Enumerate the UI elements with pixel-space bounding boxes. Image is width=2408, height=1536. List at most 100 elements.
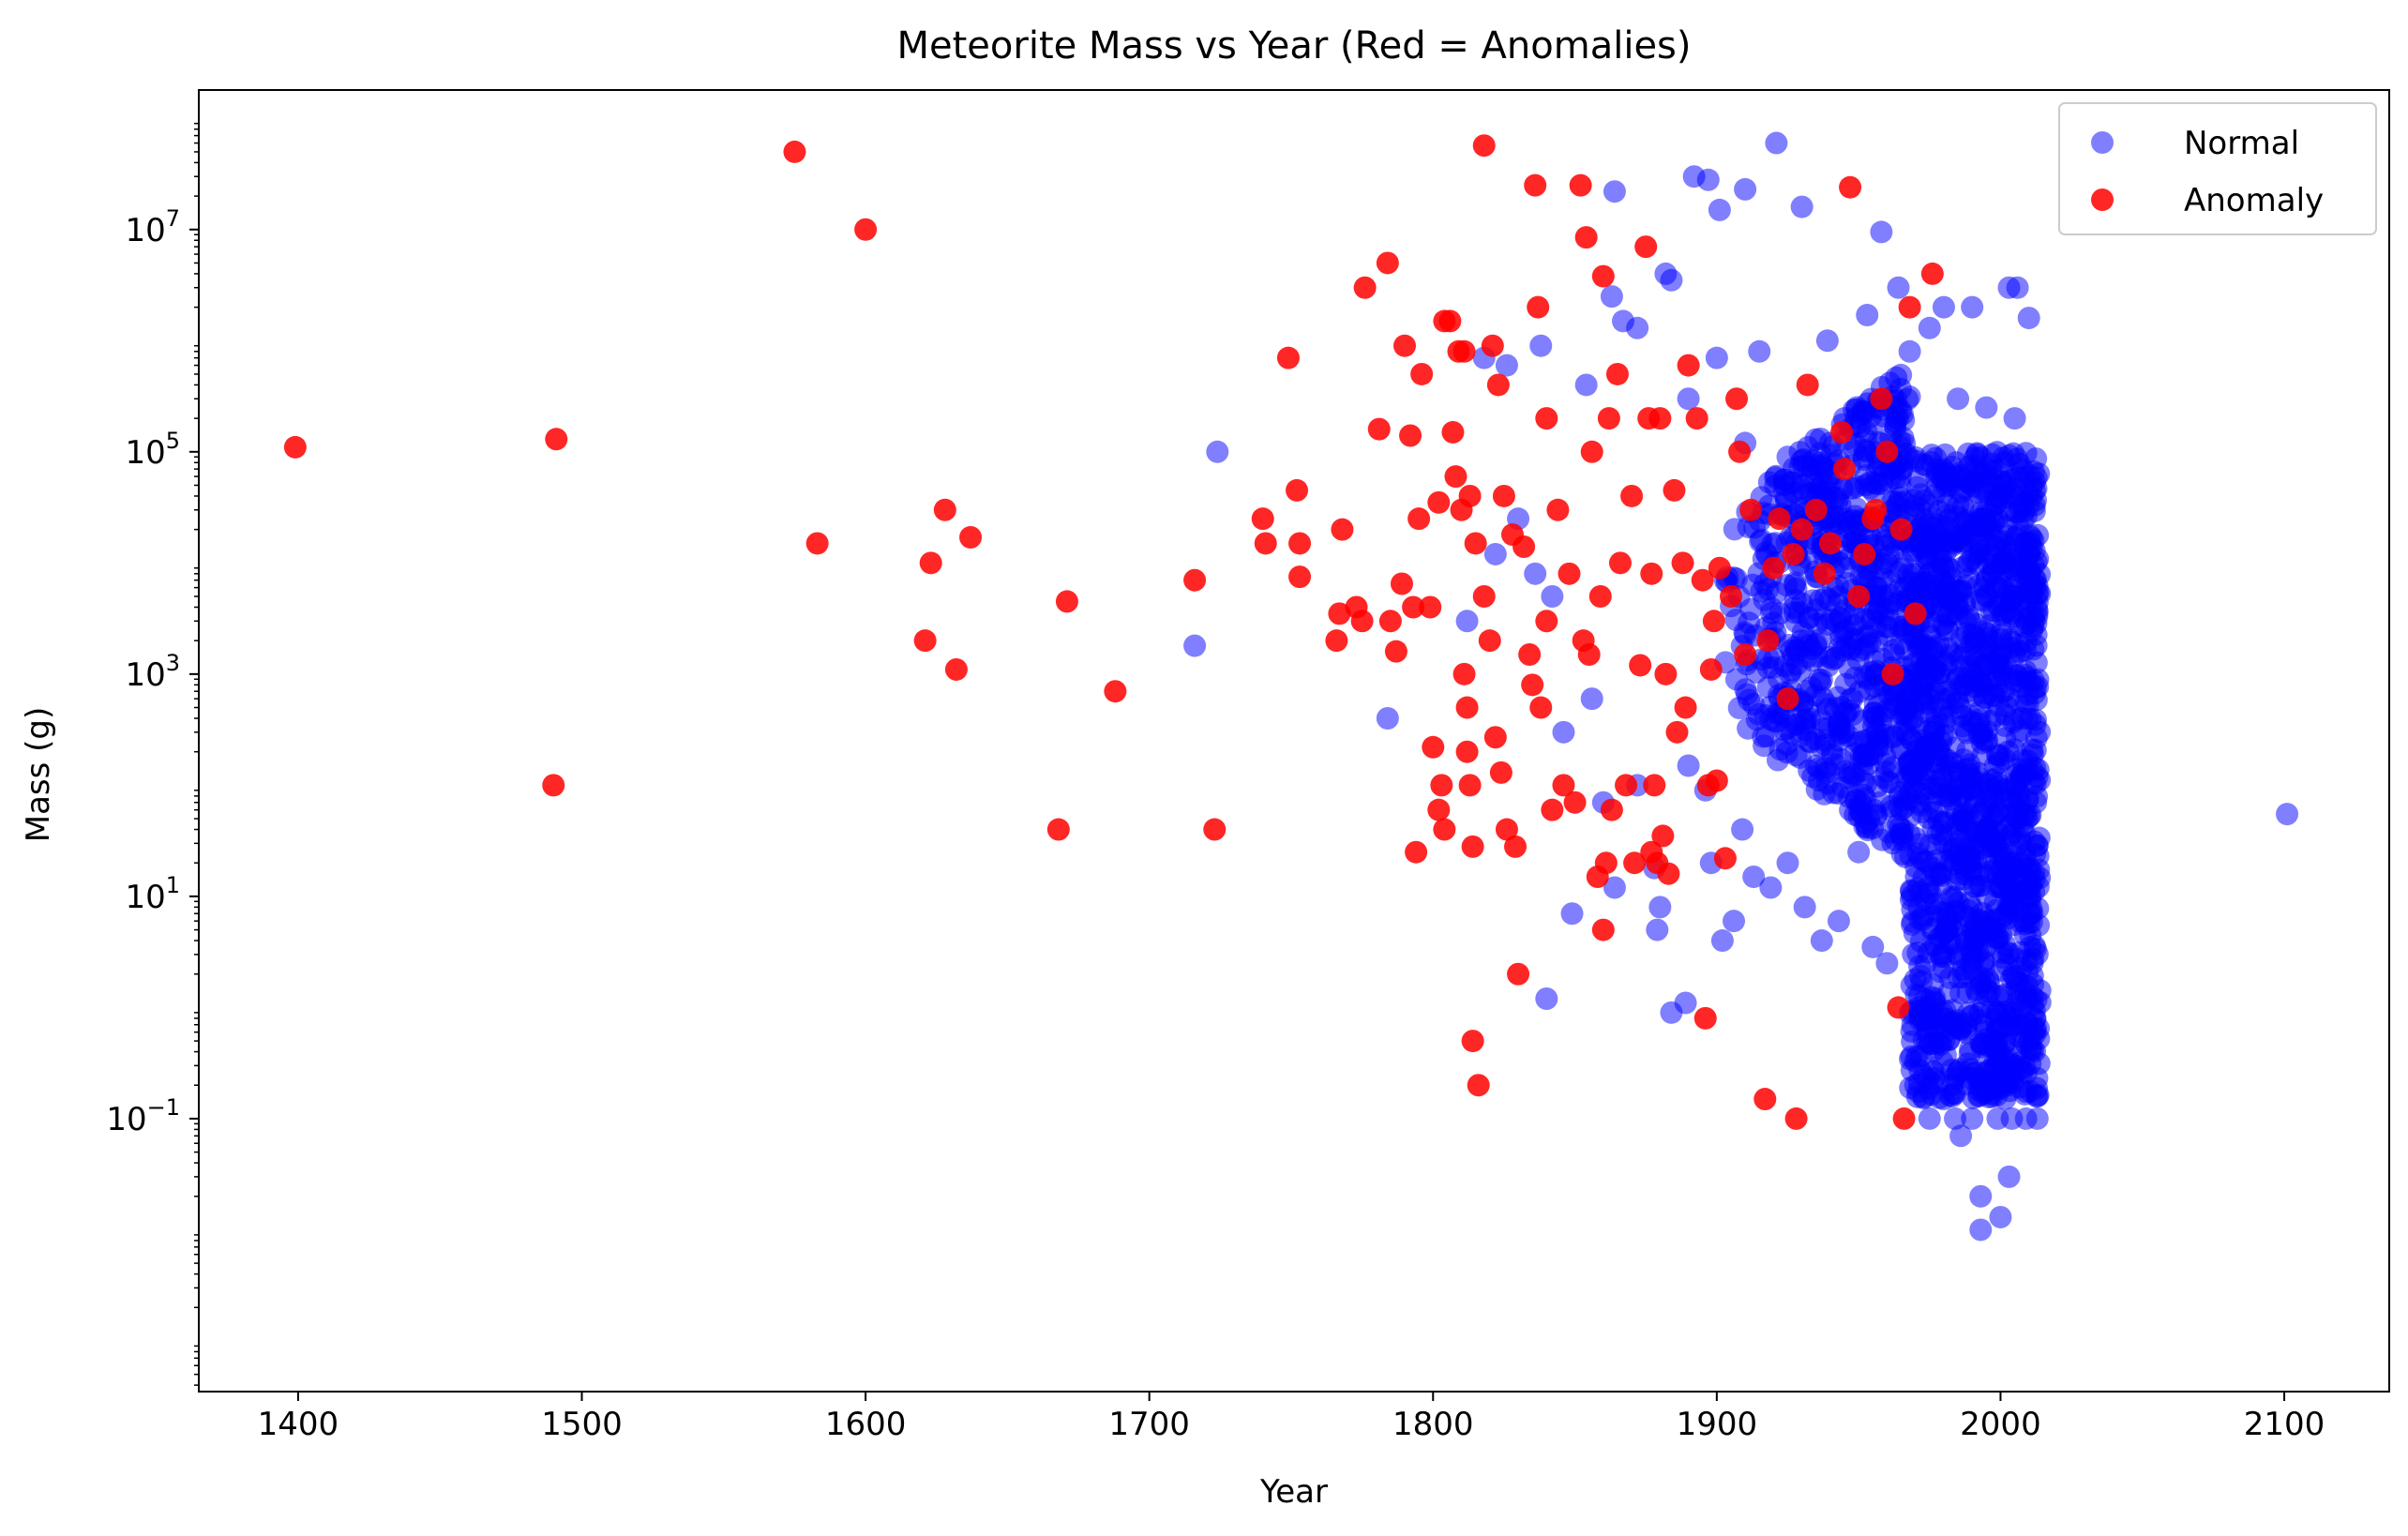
- normal-point: [1941, 887, 1964, 911]
- normal-point: [1829, 747, 1853, 771]
- normal-point: [1560, 902, 1584, 926]
- normal-point: [1677, 387, 1700, 411]
- anomaly-point: [1920, 262, 1944, 285]
- anomaly-point: [1665, 720, 1689, 744]
- normal-point: [1898, 339, 1921, 363]
- normal-point: [2018, 856, 2041, 880]
- x-tick-label: 1500: [541, 1406, 623, 1443]
- anomaly-point: [1378, 610, 1402, 633]
- anomaly-point: [933, 498, 956, 521]
- anomaly-point: [1685, 407, 1708, 430]
- normal-point: [1888, 578, 1911, 601]
- y-tick-label: 103: [125, 650, 180, 694]
- anomaly-point: [1286, 478, 1309, 502]
- anomaly-point: [1569, 173, 1592, 197]
- normal-point: [1183, 634, 1207, 657]
- normal-point: [1495, 354, 1518, 377]
- normal-point: [1887, 276, 1910, 299]
- anomaly-point: [1455, 696, 1479, 719]
- normal-point: [1964, 978, 1988, 1001]
- anomaly-point: [1399, 424, 1422, 447]
- anomaly-point: [1438, 309, 1462, 333]
- normal-point: [1776, 851, 1799, 875]
- axis-ticks: 1400 1500 1600 1700 1800 1900 2000 2100 10−1 101 1…: [106, 122, 2325, 1443]
- anomaly-point: [1472, 585, 1496, 609]
- normal-point: [2008, 910, 2031, 933]
- anomaly-point: [1605, 362, 1629, 385]
- normal-point: [1970, 507, 1994, 531]
- anomaly-point: [1677, 354, 1700, 377]
- anomaly-point: [1288, 565, 1312, 589]
- anomaly-point: [1455, 740, 1479, 763]
- normal-point: [1674, 991, 1697, 1015]
- anomaly-point: [1489, 760, 1513, 784]
- anomaly-point: [1251, 507, 1274, 531]
- anomaly-point: [1580, 440, 1603, 463]
- anomaly-point: [1830, 420, 1853, 444]
- anomaly-point: [1203, 818, 1227, 841]
- anomaly-point: [1384, 640, 1407, 663]
- normal-point: [1859, 631, 1882, 655]
- normal-point: [1954, 469, 1978, 492]
- normal-point: [1922, 715, 1946, 739]
- normal-point: [1541, 585, 1564, 609]
- normal-point: [1723, 518, 1746, 541]
- anomaly-point: [283, 435, 307, 459]
- normal-point: [1960, 632, 1983, 655]
- normal-point: [1969, 1184, 1993, 1208]
- anomaly-point: [1728, 440, 1752, 463]
- anomaly-point: [1452, 339, 1476, 363]
- anomaly-point: [1461, 1030, 1484, 1053]
- normal-point: [1737, 716, 1760, 740]
- normal-point: [1798, 606, 1821, 629]
- normal-point: [1790, 195, 1814, 218]
- normal-point: [1808, 588, 1831, 611]
- anomaly-point: [1535, 610, 1558, 633]
- normal-point: [1932, 1088, 1955, 1111]
- normal-point: [1949, 579, 1973, 602]
- anomaly-point: [1725, 387, 1749, 411]
- normal-point: [1797, 730, 1820, 753]
- normal-point: [1925, 677, 1949, 700]
- anomaly-point: [1402, 595, 1425, 619]
- normal-point: [1646, 918, 1669, 941]
- normal-point: [1889, 363, 1913, 386]
- normal-point: [1969, 1218, 1993, 1242]
- normal-point: [1981, 1077, 2005, 1100]
- anomaly-point: [542, 774, 565, 797]
- normal-point: [1804, 634, 1828, 657]
- anomaly-point: [1563, 791, 1587, 814]
- normal-point: [2027, 1052, 2051, 1076]
- anomaly-point: [1833, 458, 1857, 481]
- normal-point: [1893, 795, 1917, 819]
- anomaly-point: [1892, 1107, 1916, 1130]
- anomaly-point: [1813, 562, 1836, 585]
- x-tick-label: 1900: [1677, 1406, 1758, 1443]
- normal-point: [1881, 756, 1904, 779]
- anomaly-point: [854, 218, 878, 241]
- normal-point: [1603, 876, 1626, 899]
- anomaly-point: [1702, 610, 1725, 633]
- anomaly-point: [1541, 798, 1564, 821]
- normal-point: [2028, 991, 2052, 1015]
- normal-point: [1918, 1107, 1941, 1130]
- normal-point: [2023, 567, 2046, 591]
- normal-point: [1909, 881, 1933, 904]
- anomaly-point: [1577, 642, 1601, 666]
- normal-point: [1944, 1107, 1967, 1130]
- normal-point: [1759, 876, 1783, 899]
- normal-point: [2003, 407, 2026, 430]
- normal-point: [1815, 329, 1839, 353]
- normal-point: [1942, 838, 1965, 862]
- anomaly-point: [959, 526, 983, 550]
- normal-point: [2009, 718, 2033, 742]
- legend-box: [2058, 102, 2377, 235]
- normal-point: [2006, 276, 2029, 299]
- anomaly-point: [1507, 962, 1530, 986]
- normal-point: [1946, 602, 1969, 625]
- normal-point: [1875, 952, 1899, 975]
- normal-point: [1910, 651, 1934, 674]
- anomaly-point: [1276, 346, 1300, 369]
- anomaly-point: [783, 140, 806, 163]
- normal-point: [1907, 1004, 1931, 1028]
